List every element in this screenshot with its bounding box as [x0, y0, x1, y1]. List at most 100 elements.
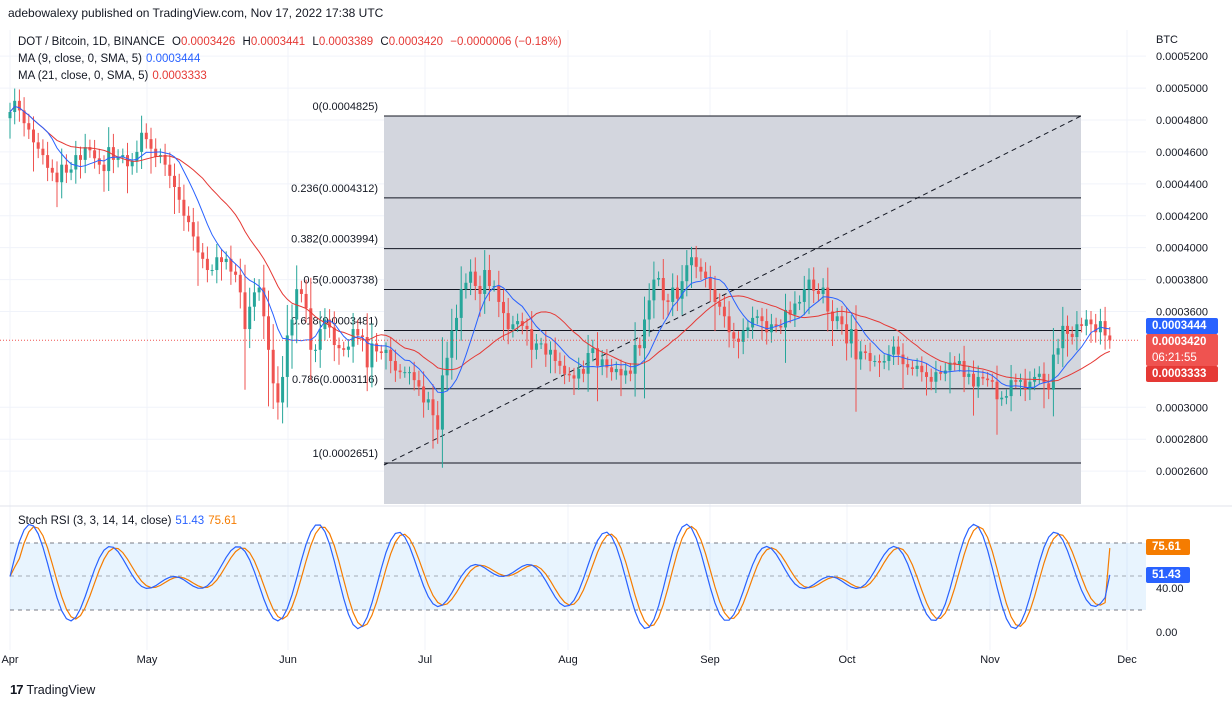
candle-body: [953, 362, 957, 365]
candle-body: [896, 346, 900, 355]
candle-body: [826, 287, 830, 312]
candle-body: [417, 380, 421, 387]
stoch-legend: Stoch RSI (3, 3, 14, 14, close) 51.43 75.6…: [18, 515, 237, 527]
candle-body: [234, 271, 238, 275]
low-label: L: [312, 36, 319, 48]
candle-body: [525, 325, 529, 330]
candle-body: [596, 348, 599, 366]
candle-body: [295, 289, 299, 320]
candle-body: [878, 360, 881, 363]
candle-body: [342, 348, 346, 350]
candle-body: [1066, 325, 1069, 334]
candle-body: [887, 354, 891, 361]
candle-body: [140, 132, 144, 152]
candle-body: [238, 274, 242, 293]
candle-body: [41, 148, 45, 156]
candle-body: [793, 303, 797, 315]
candle-body: [32, 129, 35, 143]
candle-body: [549, 349, 552, 355]
close-label: C: [380, 36, 389, 48]
stoch-d-tag: 75.61: [1146, 539, 1190, 555]
candle-body: [567, 373, 571, 376]
candle-body: [1089, 319, 1093, 325]
stoch-k-tag: 51.43: [1146, 567, 1190, 583]
candle-body: [121, 155, 125, 157]
candle-body: [163, 155, 167, 165]
candle-body: [173, 175, 176, 188]
candle-body: [1009, 380, 1013, 397]
candle-body: [614, 368, 618, 373]
candle-body: [821, 287, 825, 294]
candle-body: [445, 357, 449, 376]
candle-body: [50, 167, 54, 173]
candle-body: [450, 330, 454, 358]
candle-body: [779, 325, 783, 328]
high-value: 0.0003441: [250, 36, 306, 48]
ma21-value: 0.0003333: [152, 70, 207, 82]
candle-body: [398, 370, 402, 373]
candle-body: [558, 360, 562, 366]
candle-body: [675, 287, 679, 299]
candle-body: [191, 222, 195, 237]
candle-body: [929, 376, 933, 382]
candle-body: [534, 343, 538, 350]
x-axis: Apr May Jun Jul Aug Sep Oct Nov Dec: [1, 654, 1137, 666]
candle-body: [290, 319, 294, 336]
close-value: 0.0003420: [388, 36, 444, 48]
price-tag-countdown: 06:21:55: [1152, 352, 1197, 364]
candle-body: [643, 319, 646, 349]
fib-level-label: 0.5(0.0003738): [303, 274, 378, 286]
tradingview-name: TradingView: [26, 682, 96, 697]
y-tick-label: 0.0003000: [1156, 402, 1208, 414]
candle-body: [412, 372, 416, 381]
candle-body: [755, 316, 759, 318]
candle-body: [892, 346, 896, 355]
candle-body: [64, 164, 68, 173]
candle-body: [285, 335, 289, 377]
fib-lines: 0(0.0004825) 0.236(0.0004312) 0.382(0.0003…: [291, 101, 1081, 464]
candle-body: [652, 279, 656, 301]
x-tick-label: Sep: [700, 654, 720, 666]
y-tick-label: 0.0004400: [1156, 179, 1208, 191]
candle-body: [1000, 397, 1004, 400]
candle-body: [713, 289, 717, 302]
candle-body: [1023, 380, 1027, 390]
candle-body: [346, 346, 350, 350]
candle-body: [177, 187, 181, 200]
candle-body: [520, 321, 524, 326]
candle-body: [976, 376, 980, 387]
candle-body: [408, 372, 411, 374]
high-label: H: [242, 36, 251, 48]
candle-body: [276, 383, 280, 403]
candle-body: [440, 375, 444, 430]
candle-body: [379, 351, 383, 354]
candle-body: [1028, 381, 1032, 390]
candle-body: [1042, 373, 1046, 384]
candle-body: [116, 156, 120, 160]
candle-body: [1014, 380, 1018, 382]
tradingview-logo[interactable]: 17 TradingView: [10, 682, 95, 697]
candle-body: [1108, 335, 1112, 341]
candle-body: [671, 287, 675, 302]
candle-body: [605, 359, 609, 368]
stoch-tick-0: 0.00: [1156, 627, 1177, 639]
candle-body: [751, 317, 755, 328]
candle-body: [610, 367, 614, 373]
candle-body: [774, 324, 778, 326]
candle-body: [704, 271, 708, 278]
candle-body: [182, 199, 186, 216]
candle-body: [722, 306, 726, 317]
candle-body: [332, 327, 336, 346]
candle-body: [563, 365, 567, 374]
candle-body: [248, 306, 252, 330]
candle-body: [572, 375, 576, 379]
candle-body: [638, 345, 642, 349]
candle-body: [530, 329, 534, 350]
candle-body: [154, 148, 158, 157]
y-tick-label: 0.0004800: [1156, 115, 1208, 127]
x-tick-label: Jun: [279, 654, 297, 666]
candle-body: [666, 300, 670, 302]
low-value: 0.0003389: [318, 36, 374, 48]
stoch-k-value: 51.43: [175, 515, 205, 527]
